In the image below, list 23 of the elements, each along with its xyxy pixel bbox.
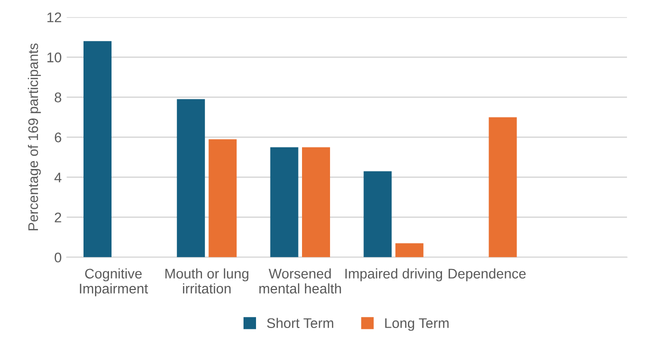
x-tick-label: Worsened mental health — [259, 268, 341, 294]
x-tick-label: Impaired driving — [345, 268, 442, 282]
y-tick-label: 6 — [54, 132, 62, 142]
legend-label: Short Term — [267, 318, 334, 328]
bar — [395, 243, 424, 258]
y-tick-label: 12 — [47, 12, 62, 22]
bar — [270, 147, 298, 258]
y-tick-label: 4 — [54, 172, 62, 182]
bar — [176, 99, 205, 258]
bar — [302, 147, 330, 258]
y-tick-label: 2 — [54, 212, 62, 222]
bar — [84, 41, 112, 258]
legend-label: Long Term — [385, 318, 449, 331]
bar — [364, 171, 392, 258]
x-tick-label: Cognitive Impairment — [80, 268, 148, 296]
x-tick-label: Dependence — [448, 268, 526, 282]
y-axis-title: Percentage of 169 participants — [28, 43, 41, 230]
bar — [488, 117, 517, 258]
y-tick-label: 10 — [47, 52, 62, 62]
y-tick-label: 8 — [54, 92, 62, 102]
x-tick-label: Mouth or lung irritation — [165, 268, 248, 294]
bar — [208, 139, 237, 258]
y-tick-label: 0 — [54, 252, 62, 262]
